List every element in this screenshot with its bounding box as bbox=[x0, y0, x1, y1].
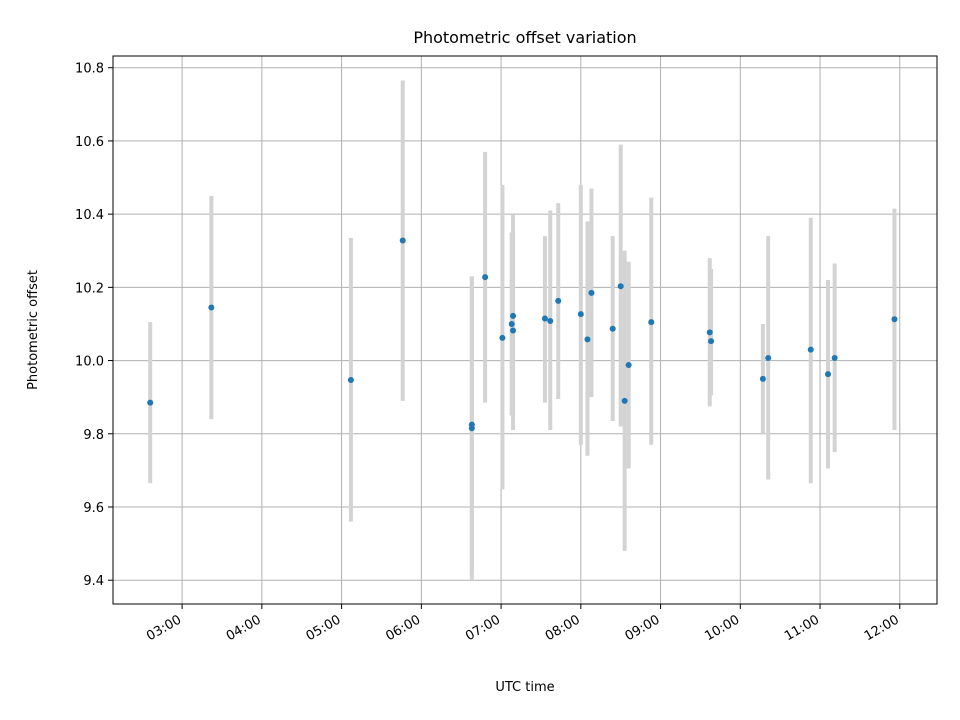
data-point bbox=[648, 319, 655, 326]
data-point bbox=[584, 336, 591, 343]
chart-title: Photometric offset variation bbox=[413, 28, 636, 47]
data-point bbox=[541, 315, 548, 322]
data-point bbox=[621, 397, 628, 404]
data-point bbox=[208, 304, 215, 311]
y-tick-label: 10.0 bbox=[75, 355, 104, 370]
data-point bbox=[468, 421, 475, 428]
data-point bbox=[807, 346, 814, 353]
data-point bbox=[510, 327, 517, 334]
y-tick-label: 9.8 bbox=[83, 428, 104, 443]
data-point bbox=[706, 329, 713, 336]
data-points bbox=[147, 237, 898, 432]
data-point bbox=[555, 297, 562, 304]
y-axis-label: Photometric offset bbox=[26, 270, 41, 390]
y-tick-label: 10.4 bbox=[75, 208, 104, 223]
y-tick-label: 10.2 bbox=[75, 281, 104, 296]
data-point bbox=[577, 311, 584, 318]
data-point bbox=[609, 325, 616, 332]
x-axis-label: UTC time bbox=[495, 680, 554, 695]
y-tick-label: 9.6 bbox=[83, 501, 104, 516]
y-tick-label: 9.4 bbox=[83, 574, 104, 589]
data-point bbox=[147, 399, 154, 406]
y-axis: 9.4 9.6 9.8 10.0 10.2 10.4 10.6 10.8 bbox=[75, 62, 113, 589]
y-tick-label: 10.8 bbox=[75, 62, 104, 77]
data-point bbox=[482, 274, 489, 281]
y-tick-label: 10.6 bbox=[75, 135, 104, 150]
plot-frame bbox=[112, 55, 938, 605]
grid bbox=[113, 56, 937, 604]
data-point bbox=[510, 312, 517, 319]
data-point bbox=[891, 316, 898, 323]
data-point bbox=[588, 289, 595, 296]
data-point bbox=[708, 338, 715, 345]
data-point bbox=[825, 371, 832, 378]
data-point bbox=[625, 361, 632, 368]
data-point bbox=[547, 318, 554, 325]
data-point bbox=[765, 355, 772, 362]
data-point bbox=[759, 375, 766, 382]
data-point bbox=[347, 376, 354, 383]
data-point bbox=[499, 334, 506, 341]
data-point bbox=[831, 355, 838, 362]
data-point bbox=[617, 283, 624, 290]
data-point bbox=[508, 320, 515, 327]
data-point bbox=[399, 237, 406, 244]
